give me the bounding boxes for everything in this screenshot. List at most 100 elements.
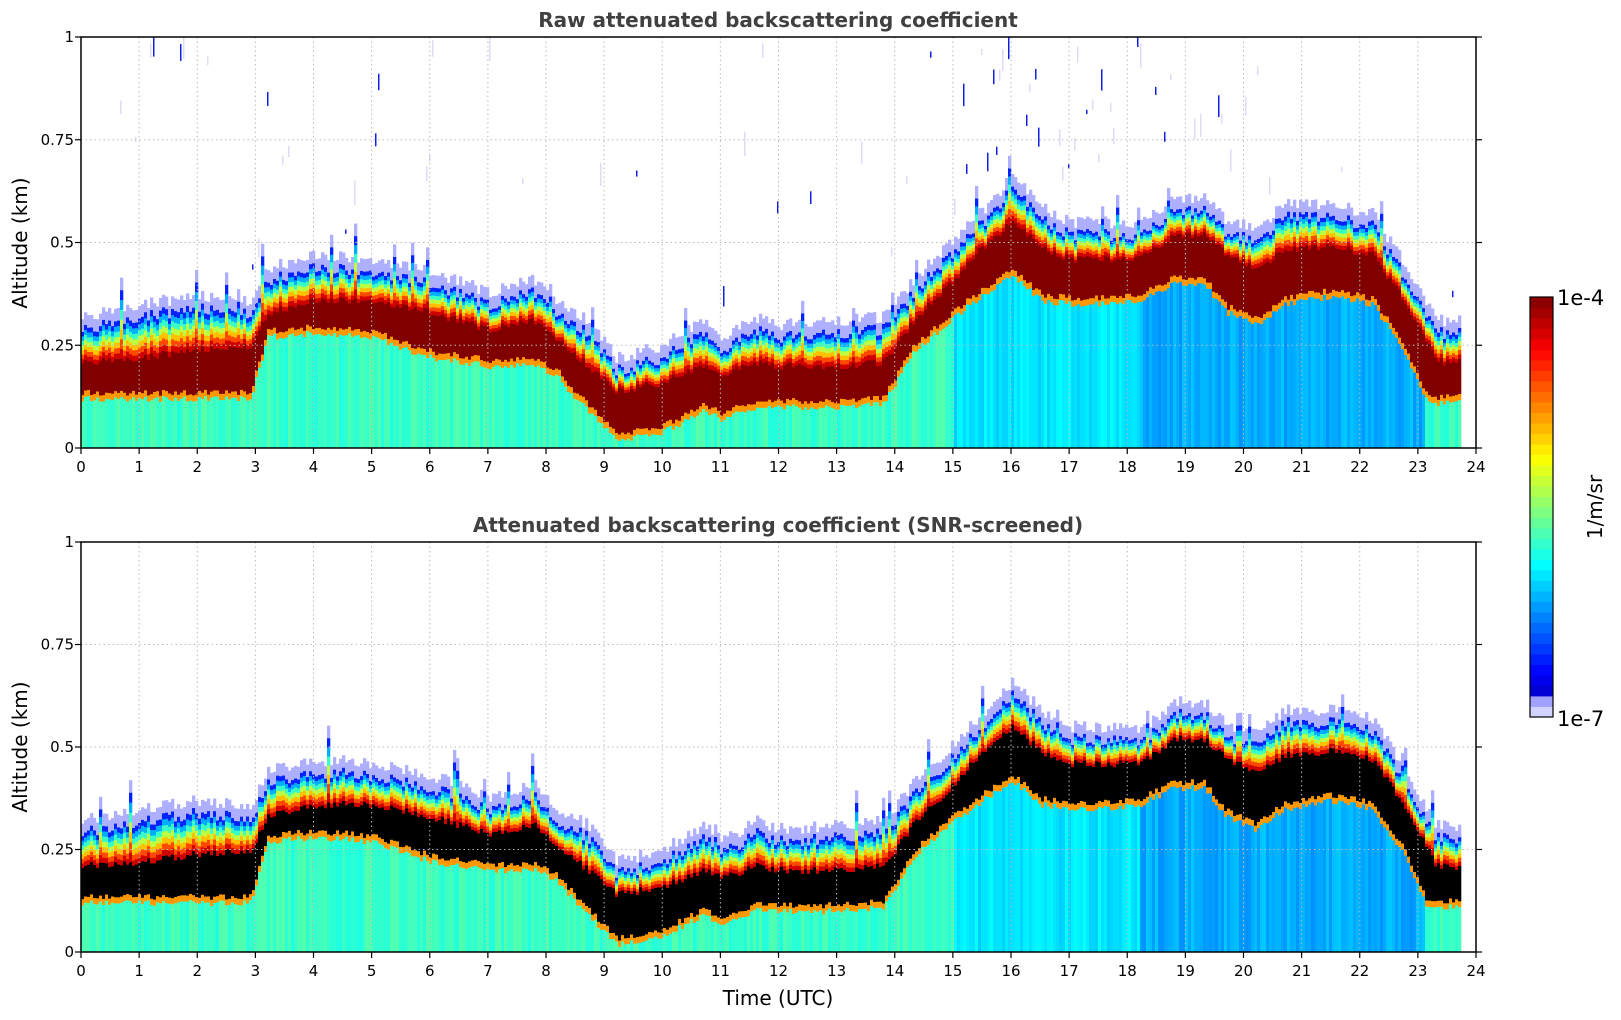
- heatmap-cell: [1233, 253, 1237, 258]
- heatmap-cell: [579, 361, 583, 396]
- heatmap-cell: [423, 294, 427, 300]
- heatmap-cell: [930, 336, 934, 448]
- heatmap-cell: [198, 317, 202, 324]
- heatmap-cell: [1233, 308, 1237, 316]
- heatmap-cell: [1209, 236, 1213, 241]
- heatmap-cell: [408, 290, 412, 295]
- heatmap-cell: [834, 409, 838, 448]
- heatmap-cell: [153, 338, 157, 345]
- heatmap-cell: [273, 327, 277, 334]
- heatmap-cell: [1101, 236, 1105, 243]
- heatmap-cell: [1377, 244, 1381, 249]
- heatmap-cell: [453, 299, 457, 304]
- heatmap-cell: [1065, 242, 1069, 247]
- heatmap-cell: [585, 349, 589, 355]
- heatmap-cell: [1137, 295, 1141, 302]
- heatmap-cell: [822, 346, 826, 353]
- heatmap-cell: [1053, 227, 1057, 232]
- heatmap-cell: [975, 198, 979, 207]
- heatmap-cell: [717, 334, 721, 347]
- heatmap-cell: [1044, 203, 1048, 217]
- heatmap-cell: [1419, 319, 1423, 324]
- heatmap-cell: [846, 337, 850, 343]
- heatmap-cell: [1080, 252, 1084, 257]
- heatmap-cell: [291, 327, 295, 334]
- heatmap-cell: [942, 270, 946, 276]
- heatmap-cell: [1413, 283, 1417, 296]
- heatmap-cell: [1188, 283, 1192, 448]
- heatmap-cell: [786, 319, 790, 333]
- heatmap-cell: [120, 299, 124, 310]
- heatmap-cell: [477, 312, 481, 317]
- heatmap-cell: [1242, 312, 1246, 319]
- heatmap-cell: [1383, 321, 1387, 448]
- heatmap-cell: [645, 367, 649, 372]
- heatmap-cell: [1242, 239, 1246, 244]
- heatmap-cell: [1290, 246, 1294, 251]
- heatmap-cell: [1155, 224, 1159, 229]
- heatmap-cell: [1335, 297, 1339, 448]
- heatmap-cell: [1407, 272, 1411, 285]
- heatmap-cell: [456, 311, 460, 316]
- heatmap-cell: [198, 334, 202, 341]
- heatmap-cell: [792, 354, 796, 359]
- heatmap-cell: [183, 318, 187, 325]
- heatmap-cell: [138, 358, 142, 392]
- heatmap-cell: [402, 304, 406, 342]
- heatmap-cell: [735, 325, 739, 338]
- heatmap-cell: [429, 311, 433, 316]
- heatmap-cell: [996, 234, 1000, 279]
- heatmap-cell: [1350, 249, 1354, 297]
- heatmap-cell: [1389, 260, 1393, 266]
- heatmap-cell: [621, 379, 625, 383]
- heatmap-cell: [1179, 219, 1183, 224]
- heatmap-noise: [906, 176, 908, 184]
- heatmap-cell: [708, 352, 712, 357]
- heatmap-cell: [1248, 243, 1252, 248]
- heatmap-cell: [819, 337, 823, 343]
- heatmap-cell: [606, 355, 610, 360]
- heatmap-cell: [189, 346, 193, 353]
- heatmap-cell: [405, 340, 409, 348]
- heatmap-cell: [1341, 289, 1345, 297]
- heatmap-cell: [1077, 244, 1081, 249]
- heatmap-cell: [105, 398, 109, 448]
- heatmap-cell: [561, 333, 565, 338]
- heatmap-cell: [141, 351, 145, 358]
- heatmap-cell: [423, 354, 427, 448]
- heatmap-cell: [462, 301, 466, 306]
- heatmap-cell: [342, 335, 346, 448]
- heatmap-cell: [108, 392, 112, 400]
- heatmap-cell: [876, 323, 880, 336]
- heatmap-noise: [987, 152, 989, 172]
- heatmap-cell: [861, 363, 865, 399]
- heatmap-cell: [147, 320, 151, 327]
- heatmap-cell: [1272, 234, 1276, 240]
- heatmap-cell: [90, 332, 94, 338]
- heatmap-cell: [1041, 223, 1045, 228]
- heatmap-cell: [492, 324, 496, 329]
- heatmap-cell: [228, 399, 232, 448]
- heatmap-cell: [1128, 257, 1132, 261]
- heatmap-cell: [618, 380, 622, 385]
- heatmap-cell: [504, 359, 508, 366]
- heatmap-cell: [498, 293, 502, 307]
- heatmap-cell: [861, 317, 865, 330]
- heatmap-cell: [441, 293, 445, 298]
- heatmap-cell: [804, 407, 808, 448]
- heatmap-cell: [531, 274, 535, 288]
- heatmap-cell: [1203, 209, 1207, 214]
- heatmap-cell: [999, 223, 1003, 228]
- heatmap-cell: [726, 368, 730, 373]
- heatmap-cell: [1317, 233, 1321, 239]
- heatmap-cell: [1251, 264, 1255, 269]
- heatmap-cell: [1035, 243, 1039, 289]
- heatmap-cell: [999, 195, 1003, 209]
- heatmap-cell: [1092, 304, 1096, 448]
- heatmap-cell: [1014, 270, 1018, 278]
- heatmap-cell: [123, 328, 127, 335]
- heatmap-cell: [561, 313, 565, 318]
- heatmap-cell: [873, 324, 877, 330]
- heatmap-cell: [399, 291, 403, 296]
- heatmap-cell: [357, 286, 361, 292]
